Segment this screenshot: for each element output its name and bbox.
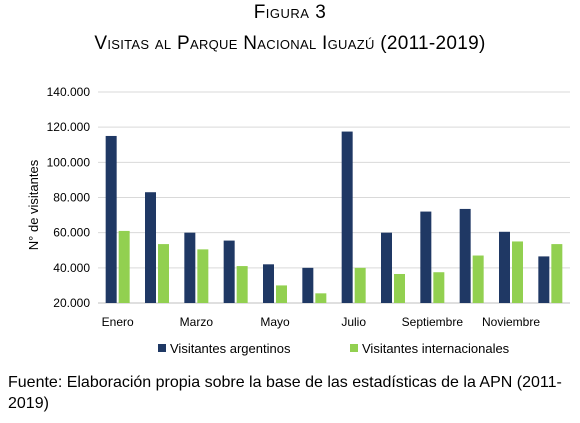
legend-swatch — [350, 344, 358, 352]
bar-internacionales — [118, 230, 130, 303]
bar-argentinos — [341, 131, 353, 303]
bar-argentinos — [459, 208, 471, 303]
bar-internacionales — [512, 241, 523, 303]
legend: Visitantes argentinos Visitantes internac… — [158, 341, 510, 356]
bar-internacionales — [236, 266, 248, 303]
source-note: Fuente: Elaboración propia sobre la base… — [8, 374, 562, 412]
y-tick-label: 120.000 — [47, 120, 91, 134]
bar-internacionales — [551, 244, 563, 303]
bar-argentinos — [145, 192, 156, 303]
bar-argentinos — [184, 232, 196, 303]
bar-internacionales — [433, 272, 445, 303]
y-tick-label: 140.000 — [47, 85, 91, 99]
x-tick-label: Mayo — [260, 315, 290, 329]
bar-internacionales — [394, 273, 405, 303]
bar-internacionales — [197, 249, 209, 303]
x-tick-label: Noviembre — [482, 315, 540, 329]
tick-labels: 20.000 40.000 60.000 80.000 100.000 120.000 14… — [47, 85, 541, 329]
bar-argentinos — [499, 231, 510, 303]
bars — [105, 131, 563, 303]
bar-internacionales — [158, 244, 169, 303]
bar-internacionales — [315, 293, 327, 303]
y-tick-label: 40.000 — [53, 261, 90, 275]
bar-argentinos — [420, 211, 432, 303]
bar-argentinos — [223, 240, 235, 303]
legend-swatch — [158, 344, 166, 352]
bar-argentinos — [105, 135, 117, 303]
legend-label: Visitantes internacionales — [362, 341, 510, 356]
y-tick-label: 100.000 — [47, 155, 91, 169]
bar-internacionales — [276, 285, 287, 303]
bar-argentinos — [263, 264, 274, 303]
x-tick-label: Septiembre — [402, 315, 464, 329]
bar-internacionales — [354, 267, 366, 303]
legend-label: Visitantes argentinos — [170, 341, 291, 356]
y-tick-label: 60.000 — [53, 226, 90, 240]
bar-argentinos — [538, 256, 550, 303]
bar-argentinos — [302, 267, 314, 303]
figure-title: Visitas al Parque Nacional Iguazú (2011-… — [94, 33, 486, 54]
x-tick-label: Marzo — [180, 315, 214, 329]
x-tick-label: Enero — [102, 315, 134, 329]
gridlines — [98, 91, 570, 269]
y-axis-label: N° de visitantes — [26, 159, 41, 250]
y-tick-label: 80.000 — [53, 191, 90, 205]
bar-argentinos — [381, 232, 392, 303]
y-tick-label: 20.000 — [53, 296, 90, 310]
figure-label: Figura 3 — [253, 2, 327, 23]
x-tick-label: Julio — [341, 315, 366, 329]
bar-internacionales — [472, 255, 484, 303]
